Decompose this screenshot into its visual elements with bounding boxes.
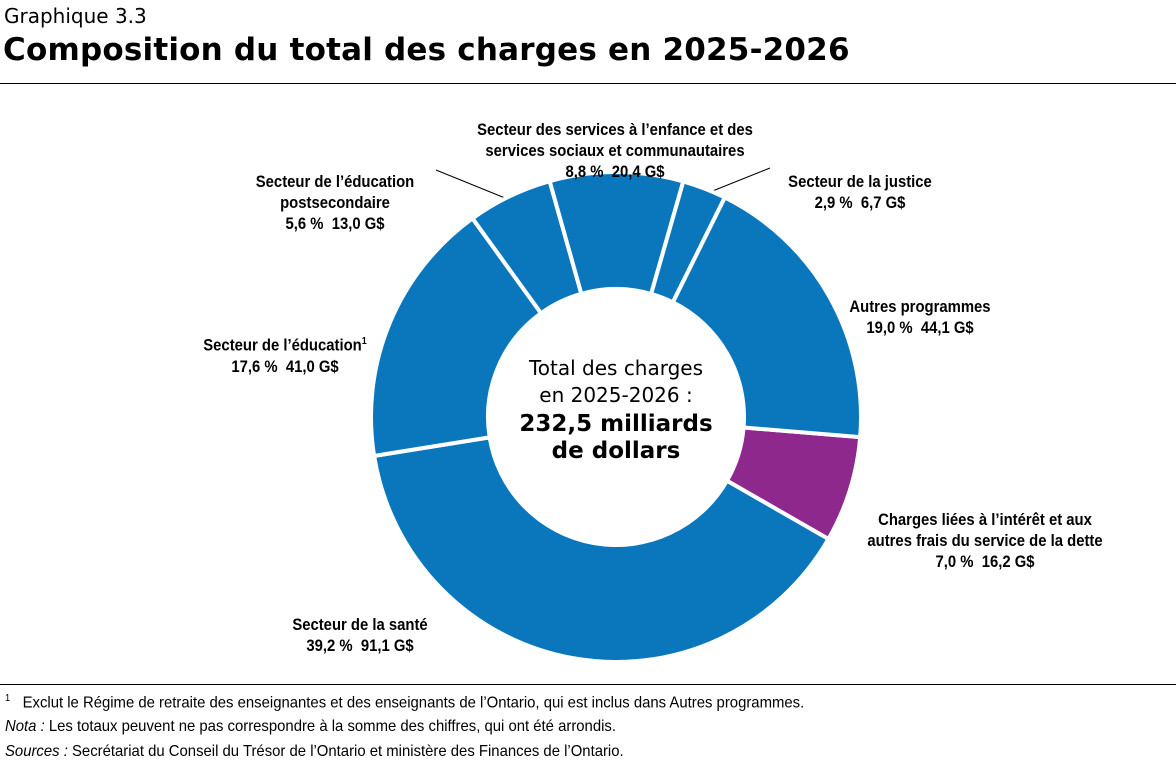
figure-number: Graphique 3.3 [4, 4, 147, 28]
label-value: 7,0 % 16,2 G$ [850, 552, 1120, 573]
label-name: Secteur de la justice [788, 173, 932, 191]
label-value: 17,6 % 41,0 G$ [182, 357, 389, 378]
nota-label: Nota : [5, 718, 45, 735]
leader-line-postsecondary [435, 169, 506, 199]
label-amount: 16,2 G$ [981, 553, 1035, 571]
nota: Nota : Les totaux peuvent ne pas corresp… [5, 718, 616, 736]
center-line1: Total des charges [528, 356, 704, 380]
slice-label-children-social: Secteur des services à l’enfance et des … [471, 99, 759, 204]
footnote-1: 1 Exclut le Régime de retraite des ensei… [5, 693, 804, 712]
chart-title: Composition du total des charges en 2025… [3, 32, 850, 68]
center-line2: en 2025-2026 : [539, 383, 693, 407]
label-value: 2,9 % 6,7 G$ [766, 193, 955, 214]
center-unit: de dollars [551, 438, 681, 464]
label-name: Secteur de la santé [292, 616, 428, 634]
slice-education [369, 215, 544, 459]
slice-label-education: Secteur de l’éducation1 17,6 % 41,0 G$ [182, 310, 389, 399]
slice-other-programs [670, 194, 863, 440]
label-percent: 19,0 % [866, 319, 913, 337]
slice-label-postsecondary: Secteur de l’éducation postsecondaire 5,… [232, 151, 439, 256]
label-amount: 44,1 G$ [920, 319, 974, 337]
footnote-marker: 1 [5, 693, 11, 704]
label-percent: 7,0 % [935, 553, 974, 571]
sources-text: Secrétariat du Conseil du Trésor de l’On… [67, 743, 624, 760]
label-value: 5,6 % 13,0 G$ [232, 214, 439, 235]
label-value: 19,0 % 44,1 G$ [826, 318, 1015, 339]
top-rule [0, 83, 1176, 84]
slice-label-justice: Secteur de la justice 2,9 % 6,7 G$ [766, 151, 955, 235]
footnote-text: Exclut le Régime de retraite des enseign… [22, 694, 805, 712]
slice-label-debt: Charges liées à l’intérêt et aux autres … [850, 489, 1120, 594]
slice-label-other-programs: Autres programmes 19,0 % 44,1 G$ [826, 276, 1015, 360]
bottom-rule [0, 684, 1176, 685]
slice-label-health: Secteur de la santé 39,2 % 91,1 G$ [261, 594, 459, 678]
footnote-ref: 1 [361, 336, 367, 347]
label-amount: 91,1 G$ [360, 637, 414, 655]
label-percent: 8,8 % [565, 163, 604, 181]
label-name: Secteur des services à l’enfance et des … [477, 121, 753, 160]
label-amount: 6,7 G$ [860, 194, 906, 212]
sources: Sources : Secrétariat du Conseil du Trés… [5, 743, 624, 761]
label-percent: 17,6 % [231, 357, 278, 376]
label-name: Secteur de l’éducation postsecondaire [255, 173, 415, 212]
nota-text: Les totaux peuvent ne pas correspondre à… [44, 718, 616, 735]
slice-health [371, 435, 832, 664]
label-name: Secteur de l’éducation [203, 336, 362, 355]
leader-line-justice [709, 167, 771, 193]
sources-label: Sources : [5, 743, 68, 760]
label-name: Charges liées à l’intérêt et aux autres … [867, 511, 1103, 550]
center-total: 232,5 milliards [519, 411, 713, 437]
label-percent: 39,2 % [306, 637, 353, 655]
label-percent: 5,6 % [285, 215, 324, 233]
label-amount: 41,0 G$ [285, 357, 339, 376]
label-value: 39,2 % 91,1 G$ [261, 636, 459, 657]
donut-center-label: Total des charges en 2025-2026 : 232,5 m… [488, 355, 744, 467]
label-name: Autres programmes [849, 298, 991, 316]
label-amount: 20,4 G$ [611, 163, 665, 181]
label-value: 8,8 % 20,4 G$ [471, 162, 759, 183]
label-percent: 2,9 % [814, 194, 853, 212]
label-amount: 13,0 G$ [331, 215, 385, 233]
